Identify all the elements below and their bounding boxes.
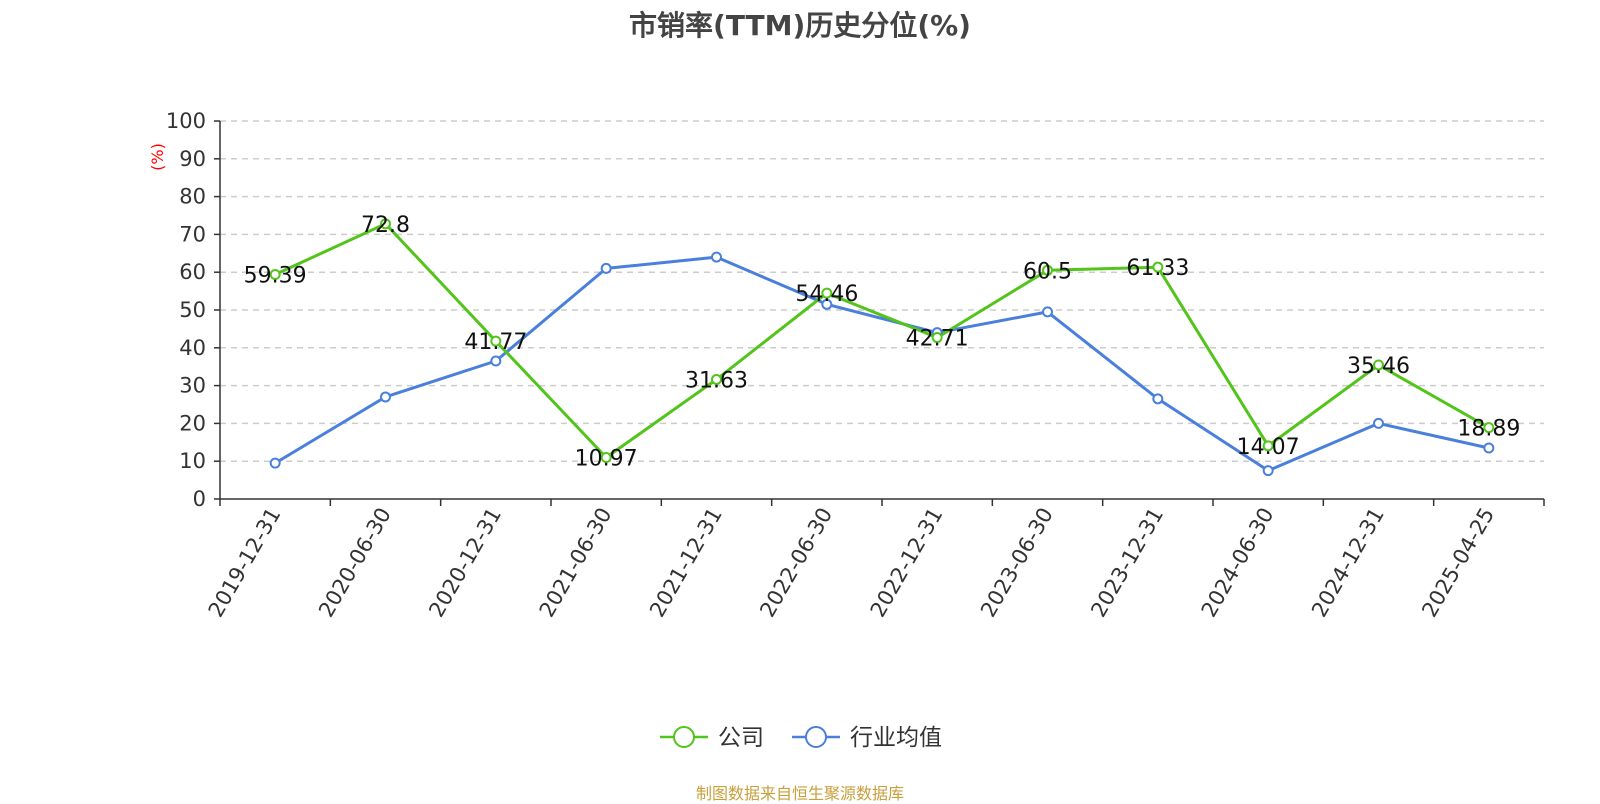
y-axis: 0 10 20 30 40 50 60 70 80 90 100 (%) (148, 109, 221, 511)
series-lines (274, 222, 1490, 473)
x-axis: 2019-12-31 2020-06-30 2020-12-31 2021-06-30… (204, 498, 1545, 622)
y-tick-label: 10 (179, 449, 206, 473)
series-points (269, 218, 1495, 477)
data-point (1262, 440, 1274, 452)
data-label: 72.8 (361, 213, 410, 238)
data-point (1373, 417, 1384, 429)
data-label: 59.39 (244, 264, 307, 289)
y-tick-label: 40 (179, 336, 206, 360)
legend-marker-1 (805, 726, 827, 748)
data-point (1042, 264, 1053, 276)
data-point (1152, 393, 1164, 405)
y-tick-label: 70 (179, 222, 206, 246)
x-tick-label: 2019-12-31 (204, 504, 286, 622)
data-label: 31.63 (685, 368, 748, 393)
series-line-0 (274, 222, 1490, 459)
data-label: 42.71 (906, 327, 969, 352)
data-point (1262, 465, 1274, 477)
data-point (1483, 422, 1495, 434)
y-tick-label: 100 (166, 109, 206, 133)
chart-title: 市销率(TTM)历史分位(%) (629, 9, 971, 42)
x-tick-label: 2024-06-30 (1197, 504, 1279, 622)
data-point (1483, 442, 1495, 454)
data-point (1042, 306, 1053, 318)
data-label: 18.89 (1457, 417, 1520, 442)
x-tick-label: 2023-12-31 (1086, 504, 1168, 622)
data-label: 61.33 (1126, 256, 1189, 281)
data-point (1152, 261, 1164, 273)
x-tick-label: 2024-12-31 (1307, 504, 1389, 622)
x-tick-label: 2021-12-31 (645, 504, 727, 622)
data-point (490, 335, 502, 347)
x-tick-label: 2023-06-30 (976, 504, 1058, 622)
y-tick-label: 60 (179, 260, 206, 284)
data-label: 10.97 (575, 447, 638, 472)
data-point (711, 251, 722, 263)
legend-label-0: 公司 (718, 725, 764, 751)
data-point (600, 452, 612, 464)
legend-label-1: 行业均值 (850, 725, 942, 751)
data-point (269, 457, 281, 469)
data-label: 54.46 (795, 282, 858, 307)
y-tick-label: 30 (179, 374, 206, 398)
y-tick-label: 20 (179, 411, 206, 435)
x-tick-label: 2020-12-31 (424, 504, 506, 622)
series-line-1 (274, 255, 1490, 473)
data-point (1373, 359, 1384, 371)
data-point (931, 332, 943, 344)
x-tick-label: 2020-06-30 (314, 504, 396, 622)
grid-lines (220, 120, 1544, 462)
data-point (711, 373, 722, 385)
data-label: 60.5 (1023, 259, 1072, 284)
x-tick-label: 2025-04-25 (1417, 504, 1499, 622)
y-tick-label: 80 (179, 185, 206, 209)
data-label: 41.77 (464, 330, 527, 355)
data-point (269, 269, 281, 281)
data-point (380, 218, 391, 230)
data-point (821, 298, 833, 310)
y-tick-label: 0 (193, 487, 206, 511)
y-tick-label: 50 (179, 298, 206, 322)
data-point (600, 262, 612, 274)
y-tick-label: 90 (179, 147, 206, 171)
legend-marker-0 (673, 726, 695, 748)
x-tick-label: 2021-06-30 (535, 504, 617, 622)
data-labels: 59.39 72.8 41.77 10.97 31.63 54.46 42.71 60.5 61… (244, 213, 1521, 472)
legend: 公司 行业均值 (660, 725, 942, 751)
data-point (380, 391, 391, 403)
data-point (821, 287, 833, 299)
data-label: 14.07 (1237, 435, 1300, 460)
x-tick-label: 2022-12-31 (866, 504, 948, 622)
x-tick-label: 2022-06-30 (755, 504, 837, 622)
data-label: 35.46 (1347, 354, 1410, 379)
data-point (490, 355, 502, 367)
data-source-note: 制图数据来自恒生聚源数据库 (695, 784, 904, 803)
y-axis-unit: (%) (148, 143, 167, 171)
